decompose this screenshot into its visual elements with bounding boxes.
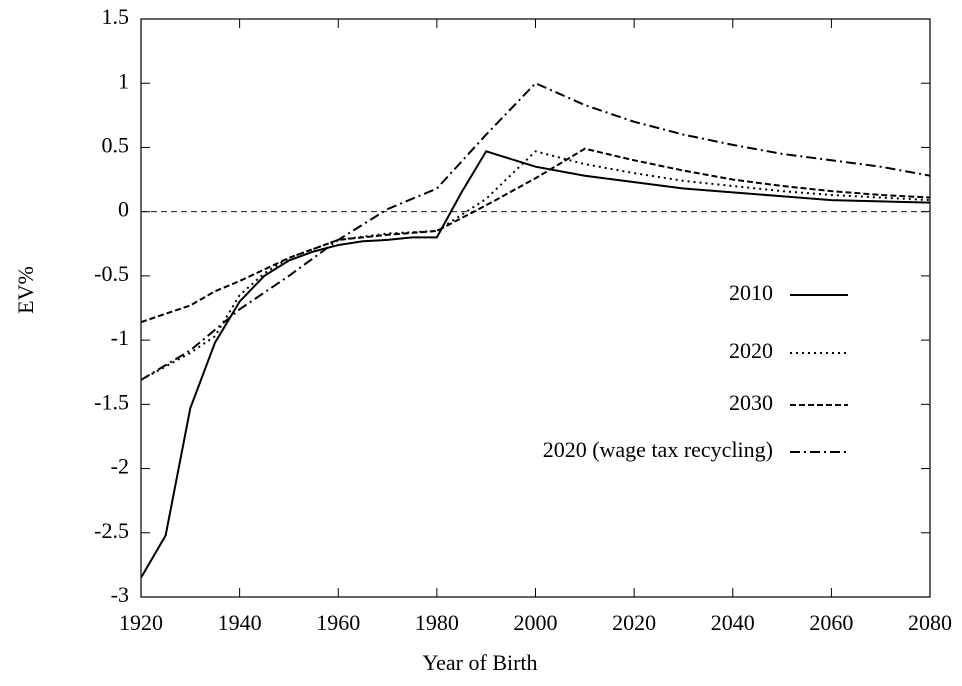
series-line [140,150,931,579]
x-tick-label: 2020 [612,610,656,635]
legend-label: 2030 [729,390,773,415]
x-tick-label: 2040 [711,610,755,635]
y-tick-label: -3 [111,582,129,607]
x-tick-label: 1940 [218,610,262,635]
y-tick-label: 0 [118,197,129,222]
y-axis-label: EV% [13,266,38,314]
x-tick-label: 2000 [514,610,558,635]
y-tick-label: 1 [118,68,129,93]
y-tick-label: -2.5 [94,518,129,543]
y-tick-label: 1.5 [102,4,130,29]
y-tick-label: 0.5 [102,132,130,157]
x-tick-label: 2060 [809,610,853,635]
x-tick-label: 1980 [415,610,459,635]
legend-label: 2020 (wage tax recycling) [543,437,773,462]
legend-label: 2010 [729,280,773,305]
series-line [140,150,931,381]
series-line [140,82,931,381]
y-tick-label: -1.5 [94,389,129,414]
x-axis-label: Year of Birth [422,650,537,675]
y-tick-label: -0.5 [94,261,129,286]
series-line [140,147,931,324]
y-tick-label: -2 [111,454,129,479]
x-tick-label: 1960 [316,610,360,635]
x-tick-label: 1920 [119,610,163,635]
x-tick-label: 2080 [908,610,952,635]
y-tick-label: -1 [111,325,129,350]
legend-label: 2020 [729,338,773,363]
plot-frame [140,18,931,598]
